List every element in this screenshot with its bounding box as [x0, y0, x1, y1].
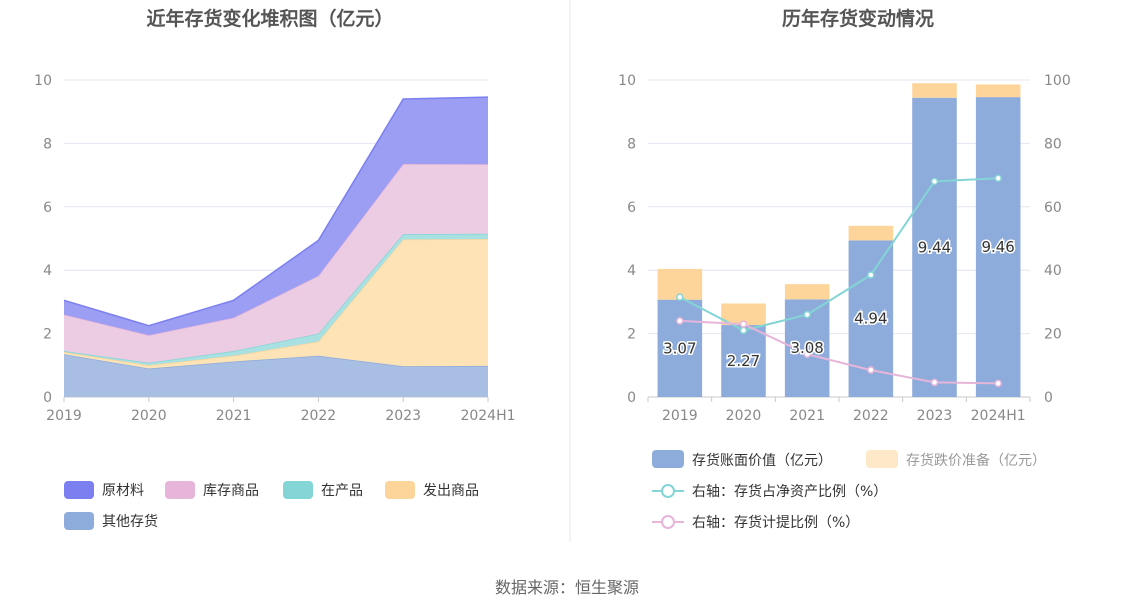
left-y-tick-label: 6	[43, 200, 52, 216]
bar-value-label: 9.46	[981, 238, 1014, 256]
right-x-tick-label: 2022	[853, 408, 889, 424]
legend-label: 库存商品	[203, 483, 259, 499]
bar-存货账面价值（亿元）	[657, 299, 703, 397]
left-y-tick-label: 2	[43, 327, 52, 343]
right-x-tick-label: 2024H1	[971, 408, 1026, 424]
legend-swatch	[652, 450, 684, 468]
left-x-tick-label: 2023	[385, 408, 421, 424]
left-chart-title: 近年存货变化堆积图（亿元）	[146, 7, 393, 30]
right-y-tick-label: 8	[627, 136, 636, 152]
line-point	[930, 177, 939, 186]
right-x-tick-label: 2019	[662, 408, 698, 424]
left-x-tick-label: 2022	[301, 408, 337, 424]
line-point	[676, 293, 684, 301]
right-y2-tick-label: 60	[1044, 200, 1062, 216]
area-库存商品	[64, 164, 488, 363]
bar-存货账面价值（亿元）	[721, 325, 766, 397]
right-y-tick-label: 2	[627, 327, 636, 343]
legend-label: 其他存货	[102, 513, 158, 530]
legend-swatch	[866, 450, 898, 468]
bar-存货跌价准备（亿元）	[784, 284, 830, 300]
left-stacked-area-chart: 0 2 4 6 8 10 2019 2020 2021 2022 2023 2024H1 原材料 库存商品…	[34, 73, 516, 530]
line-point	[994, 379, 1002, 388]
right-y2-tick-label: 80	[1044, 136, 1062, 152]
left-y-tick-label: 8	[43, 136, 52, 152]
legend-label: 原材料	[102, 483, 144, 499]
right-y-tick-label: 4	[627, 263, 636, 279]
bar-value-label: 4.94	[854, 310, 887, 328]
legend-label: 在产品	[321, 483, 363, 499]
right-x-tick-label: 2023	[917, 408, 953, 424]
line-point	[994, 174, 1002, 183]
legend-label: 存货账面价值（亿元）	[692, 452, 832, 469]
legend-marker	[661, 484, 675, 498]
bar-value-label: 9.44	[918, 238, 951, 256]
right-y2-tick-label: 0	[1044, 390, 1053, 406]
left-x-tick-label: 2024H1	[460, 408, 515, 424]
line-右轴：存货计提比例（%）	[679, 319, 999, 385]
left-x-tick-label: 2020	[131, 408, 167, 424]
line-point	[803, 310, 811, 319]
legend-swatch	[64, 481, 94, 499]
line-point	[676, 317, 684, 325]
left-x-tick-label: 2021	[216, 408, 252, 424]
area-其他存货	[64, 354, 488, 397]
legend-marker	[661, 515, 675, 529]
legend-swatch	[385, 481, 415, 499]
bar-value-label: 3.07	[663, 339, 696, 357]
left-y-tick-label: 10	[34, 73, 52, 89]
right-y-tick-label: 6	[627, 200, 636, 216]
left-x-tick-label: 2019	[46, 408, 82, 424]
line-point	[739, 320, 748, 328]
line-point	[867, 271, 875, 279]
left-y-tick-label: 4	[43, 263, 52, 279]
area-发出商品	[64, 239, 488, 369]
bar-value-label: 3.08	[790, 339, 823, 357]
line-point	[803, 350, 811, 358]
legend-label: 右轴：存货计提比例（%）	[692, 514, 859, 531]
line-point	[739, 326, 748, 335]
right-chart-title: 历年存货变动情况	[782, 7, 934, 30]
legend-swatch	[283, 481, 313, 499]
bar-存货账面价值（亿元）	[975, 97, 1021, 398]
legend-label: 发出商品	[423, 483, 479, 499]
line-右轴：存货占净资产比例（%）	[679, 177, 999, 332]
right-y2-tick-label: 40	[1044, 263, 1062, 279]
left-y-tick-label: 0	[43, 390, 52, 406]
line-point	[867, 366, 875, 374]
bar-存货跌价准备（亿元）	[721, 303, 766, 326]
source-note: 数据来源：恒生聚源	[495, 578, 639, 597]
bar-value-label: 2.27	[727, 352, 760, 370]
bar-存货跌价准备（亿元）	[975, 84, 1021, 98]
right-x-tick-label: 2020	[726, 408, 762, 424]
bar-存货跌价准备（亿元）	[848, 225, 894, 241]
legend-swatch	[165, 481, 195, 499]
right-y-tick-label: 0	[627, 390, 636, 406]
legend-label: 存货跌价准备（亿元）	[906, 452, 1046, 469]
right-y2-tick-label: 100	[1044, 73, 1071, 89]
line-point	[930, 378, 939, 387]
right-y2-tick-label: 20	[1044, 327, 1062, 343]
bar-存货账面价值（亿元）	[912, 97, 957, 397]
area-原材料	[64, 97, 488, 336]
area-edge-原材料	[63, 96, 489, 327]
bar-存货跌价准备（亿元）	[912, 83, 957, 98]
right-x-tick-label: 2021	[789, 408, 825, 424]
legend-swatch	[64, 512, 94, 530]
right-y-tick-label: 10	[618, 73, 636, 89]
legend-label: 右轴：存货占净资产比例（%）	[692, 483, 887, 500]
